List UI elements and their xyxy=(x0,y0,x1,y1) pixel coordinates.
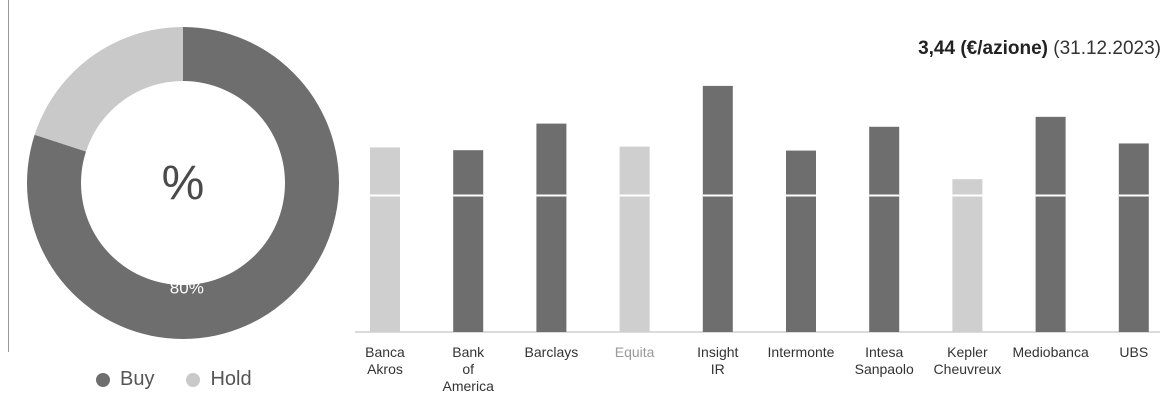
legend-item-hold: Hold xyxy=(186,368,252,391)
bar-equita xyxy=(619,146,650,332)
x-tick-label-equita: Equita xyxy=(615,344,655,360)
bar-bank-of-america xyxy=(453,150,484,332)
legend-item-buy: Buy xyxy=(96,368,154,391)
donut-center-label: % xyxy=(162,157,205,210)
x-tick-label-kepler-cheuvreux: Kepler Cheuvreux xyxy=(934,344,1002,377)
pie-legend: Buy Hold xyxy=(96,368,252,391)
x-tick-label-intesa-sanpaolo: Intesa Sanpaolo xyxy=(855,344,914,377)
legend-swatch-hold xyxy=(186,372,201,387)
left-frame-rule xyxy=(8,0,9,352)
legend-label-hold: Hold xyxy=(210,368,252,390)
bar-kepler-cheuvreux xyxy=(952,179,983,332)
x-tick-label-bank-of-america: Bank of America xyxy=(443,344,495,394)
reference-unit: (€/azione) xyxy=(960,38,1048,59)
bar-banca-akros xyxy=(370,147,400,332)
x-tick-label-insight-ir: Insight IR xyxy=(697,344,738,377)
bar-barclays xyxy=(536,123,567,332)
x-tick-label-banca-akros: Banca Akros xyxy=(365,344,405,377)
legend-label-buy: Buy xyxy=(120,368,155,390)
pie-slice-buy xyxy=(26,27,340,339)
legend-swatch-buy xyxy=(96,372,110,387)
bar-intesa-sanpaolo xyxy=(869,126,900,333)
donut-chart: 80% 20%% xyxy=(26,22,340,339)
x-tick-label-ubs: UBS xyxy=(1119,344,1148,360)
reference-date: (31.12.2023) xyxy=(1053,38,1161,59)
bar-ubs xyxy=(1118,143,1149,332)
x-tick-label-barclays: Barclays xyxy=(525,344,579,360)
x-tick-label-mediobanca: Mediobanca xyxy=(1012,344,1088,360)
pie-slice-label-buy: 80% xyxy=(170,278,204,297)
pie-slice-hold xyxy=(34,27,183,152)
reference-value: 3,44 xyxy=(918,38,956,59)
bar-intermonte xyxy=(786,150,816,332)
bar-insight-ir xyxy=(702,85,733,332)
x-tick-label-intermonte: Intermonte xyxy=(768,344,835,360)
pie-slice-label-hold: 20% xyxy=(90,22,124,41)
bar-mediobanca xyxy=(1035,116,1066,332)
reference-annotation: 3,44 (€/azione) (31.12.2023) xyxy=(918,38,1161,60)
